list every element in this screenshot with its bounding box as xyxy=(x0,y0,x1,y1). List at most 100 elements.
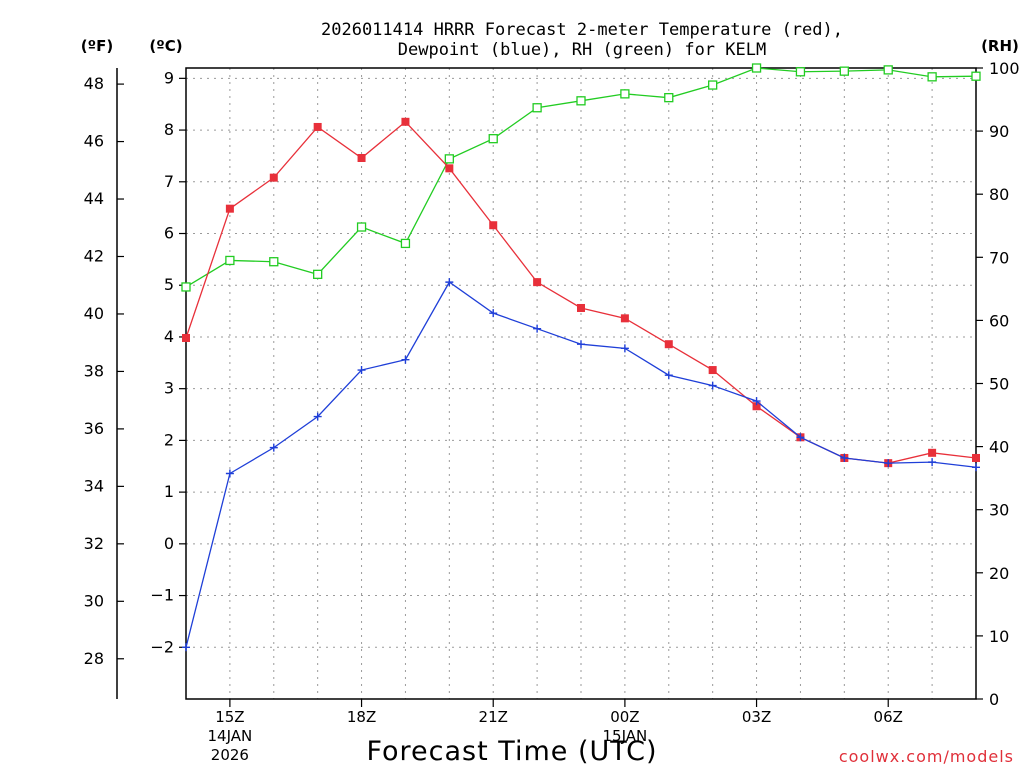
dewpoint-point xyxy=(533,324,542,333)
temperature-point xyxy=(269,173,278,182)
rh-point xyxy=(664,93,674,103)
rh-point xyxy=(356,222,367,232)
celsius-axis: −2 −1 0 1 2 3 4 5 6 7 8 9 xyxy=(150,68,186,656)
rh-point xyxy=(708,80,718,90)
temperature-point xyxy=(401,117,410,126)
fahrenheit-tick-label: 40 xyxy=(84,304,104,323)
fahrenheit-tick-label: 36 xyxy=(84,419,104,438)
rh-point xyxy=(313,269,323,279)
dewpoint-series xyxy=(182,278,980,652)
dewpoint-point xyxy=(620,344,629,353)
temperature-point xyxy=(752,402,761,411)
rh-tick-label: 40 xyxy=(989,438,1009,457)
dewpoint-point xyxy=(577,340,585,349)
temperature-point xyxy=(708,366,717,375)
time-tick-label: 18Z xyxy=(347,708,376,726)
dewpoint-point xyxy=(840,453,849,462)
celsius-tick-label: 5 xyxy=(164,275,174,294)
dewpoint-point xyxy=(796,433,805,442)
temperature-point xyxy=(313,122,322,131)
dewpoint-point xyxy=(489,309,498,318)
rh-point xyxy=(576,96,586,106)
rh-point xyxy=(488,134,498,144)
celsius-tick-label: 7 xyxy=(164,172,174,191)
celsius-tick-label: −1 xyxy=(150,586,174,605)
celsius-tick-label: 4 xyxy=(164,327,174,346)
fahrenheit-tick-label: 44 xyxy=(84,189,104,208)
dewpoint-point xyxy=(928,458,937,467)
chart-title-line1: 2026011414 HRRR Forecast 2-meter Tempera… xyxy=(321,20,843,40)
time-tick-date: 15JAN xyxy=(603,727,648,745)
rh-point xyxy=(532,103,542,113)
fahrenheit-tick-label: 30 xyxy=(84,591,104,610)
time-tick-date: 14JAN xyxy=(208,727,253,745)
rh-tick-label: 100 xyxy=(989,59,1020,78)
rh-point xyxy=(751,63,762,73)
dewpoint-point xyxy=(664,371,673,380)
temperature-point xyxy=(664,340,673,349)
rh-point xyxy=(839,66,849,76)
grid-lines xyxy=(186,68,976,699)
temperature-point xyxy=(928,448,937,457)
rh-tick-label: 20 xyxy=(989,564,1009,583)
rh-tick-label: 10 xyxy=(989,627,1009,646)
dewpoint-point xyxy=(182,643,190,652)
data-series xyxy=(181,63,981,652)
rh-axis: 0 10 20 30 40 50 60 70 80 90 100 xyxy=(976,59,1020,709)
temperature-point xyxy=(489,221,498,230)
rh-series xyxy=(181,63,981,292)
rh-point xyxy=(444,154,454,164)
dewpoint-point xyxy=(225,469,234,478)
dewpoint-point xyxy=(445,278,454,287)
celsius-tick-label: 2 xyxy=(164,430,174,449)
temperature-point xyxy=(577,303,585,312)
rh-point xyxy=(620,89,630,99)
fahrenheit-tick-label: 48 xyxy=(84,74,104,93)
celsius-tick-label: −2 xyxy=(150,637,174,656)
rh-tick-label: 50 xyxy=(989,375,1009,394)
temperature-point xyxy=(225,204,234,213)
time-tick-year: 2026 xyxy=(211,746,249,764)
chart-title-line2: Dewpoint (blue), RH (green) for KELM xyxy=(398,40,766,60)
rh-tick-label: 90 xyxy=(989,122,1009,141)
rh-tick-label: 70 xyxy=(989,248,1009,267)
dewpoint-point xyxy=(972,463,980,472)
rh-point xyxy=(795,67,806,77)
fahrenheit-tick-label: 42 xyxy=(84,246,104,265)
celsius-tick-label: 1 xyxy=(164,482,174,501)
rh-point xyxy=(971,71,981,81)
rh-point xyxy=(181,282,191,292)
dewpoint-point xyxy=(884,459,893,468)
rh-point xyxy=(400,238,411,249)
dewpoint-line xyxy=(185,281,977,648)
rh-tick-label: 0 xyxy=(989,690,999,709)
celsius-tick-label: 3 xyxy=(164,379,174,398)
temperature-point xyxy=(445,164,454,173)
celsius-tick-label: 8 xyxy=(164,120,174,139)
fahrenheit-tick-label: 34 xyxy=(84,476,104,495)
temperature-point xyxy=(182,333,190,342)
fahrenheit-tick-label: 28 xyxy=(84,649,104,668)
fahrenheit-tick-label: 32 xyxy=(84,534,104,553)
celsius-tick-label: 6 xyxy=(164,224,174,243)
temperature-point xyxy=(620,314,629,323)
fahrenheit-tick-label: 38 xyxy=(84,361,104,380)
rh-unit-label: (RH) xyxy=(981,37,1019,55)
rh-point xyxy=(225,255,235,266)
fahrenheit-axis: 28 30 32 34 36 38 40 42 44 46 48 xyxy=(84,74,124,668)
x-axis-title: Forecast Time (UTC) xyxy=(366,736,657,767)
dewpoint-point xyxy=(708,381,717,390)
rh-tick-label: 60 xyxy=(989,311,1009,330)
rh-point xyxy=(883,65,893,75)
rh-point xyxy=(269,257,279,267)
time-tick-label: 21Z xyxy=(479,708,508,726)
temperature-point xyxy=(533,278,542,287)
dewpoint-point xyxy=(752,397,761,406)
credit-text: coolwx.com/models xyxy=(839,747,1014,766)
fahrenheit-unit-label: (ºF) xyxy=(81,37,113,55)
dewpoint-point xyxy=(357,366,366,375)
temperature-point xyxy=(972,453,980,462)
rh-point xyxy=(927,72,937,82)
